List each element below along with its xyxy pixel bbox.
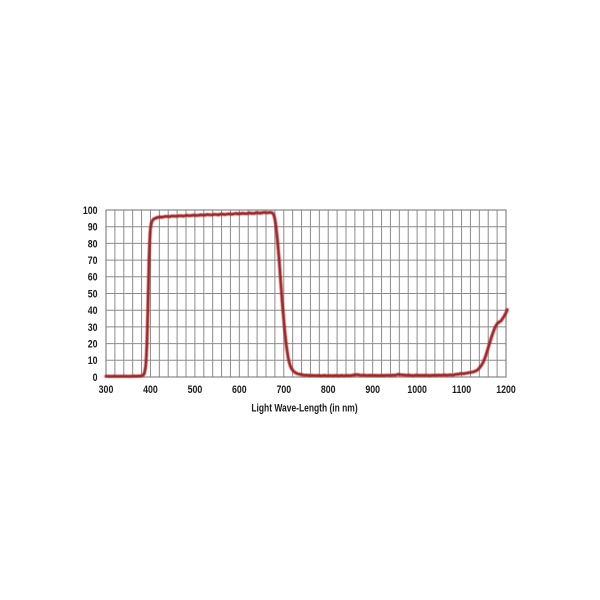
svg-text:90: 90	[88, 222, 98, 234]
svg-text:50: 50	[88, 289, 98, 301]
svg-text:500: 500	[188, 384, 203, 396]
svg-text:60: 60	[88, 272, 98, 284]
svg-text:900: 900	[365, 384, 380, 396]
svg-text:30: 30	[88, 322, 98, 334]
svg-text:800: 800	[321, 384, 336, 396]
svg-text:300: 300	[99, 384, 114, 396]
svg-text:0: 0	[93, 372, 98, 384]
svg-text:20: 20	[88, 339, 98, 351]
svg-text:100: 100	[83, 205, 98, 217]
svg-text:1000: 1000	[407, 384, 427, 396]
svg-text:400: 400	[143, 384, 158, 396]
svg-text:1200: 1200	[496, 384, 516, 396]
svg-text:1100: 1100	[452, 384, 471, 396]
svg-text:80: 80	[88, 238, 98, 250]
svg-text:700: 700	[276, 384, 291, 396]
svg-text:Light Wave-Length (in nm): Light Wave-Length (in nm)	[251, 402, 357, 414]
svg-text:600: 600	[232, 384, 247, 396]
svg-text:70: 70	[88, 255, 98, 267]
svg-text:10: 10	[88, 355, 98, 367]
svg-text:40: 40	[88, 305, 98, 317]
